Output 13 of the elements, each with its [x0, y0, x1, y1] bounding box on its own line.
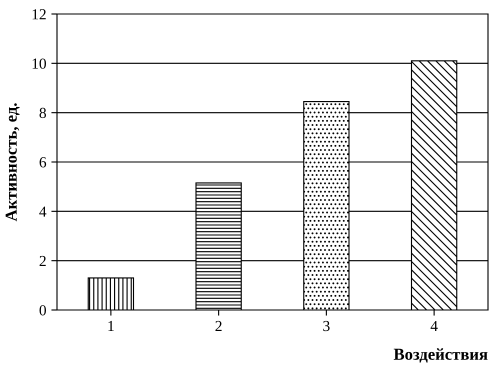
- y-tick-label: 6: [40, 157, 46, 168]
- y-tick-label: 2: [40, 256, 46, 266]
- y-tick-label: 12: [32, 9, 46, 20]
- x-axis-title: Воздействия: [394, 348, 488, 363]
- x-tick-label: 3: [323, 320, 330, 332]
- y-axis-title: Активность, ед.: [6, 103, 20, 222]
- x-tick-label: 2: [215, 320, 222, 332]
- x-tick-label: 1: [108, 320, 114, 332]
- y-tick-label: 0: [40, 305, 46, 316]
- y-tick-label: 10: [32, 58, 46, 69]
- y-tick-label: 4: [39, 206, 46, 217]
- y-tick-label: 8: [40, 108, 46, 118]
- x-tick-label: 4: [430, 320, 438, 332]
